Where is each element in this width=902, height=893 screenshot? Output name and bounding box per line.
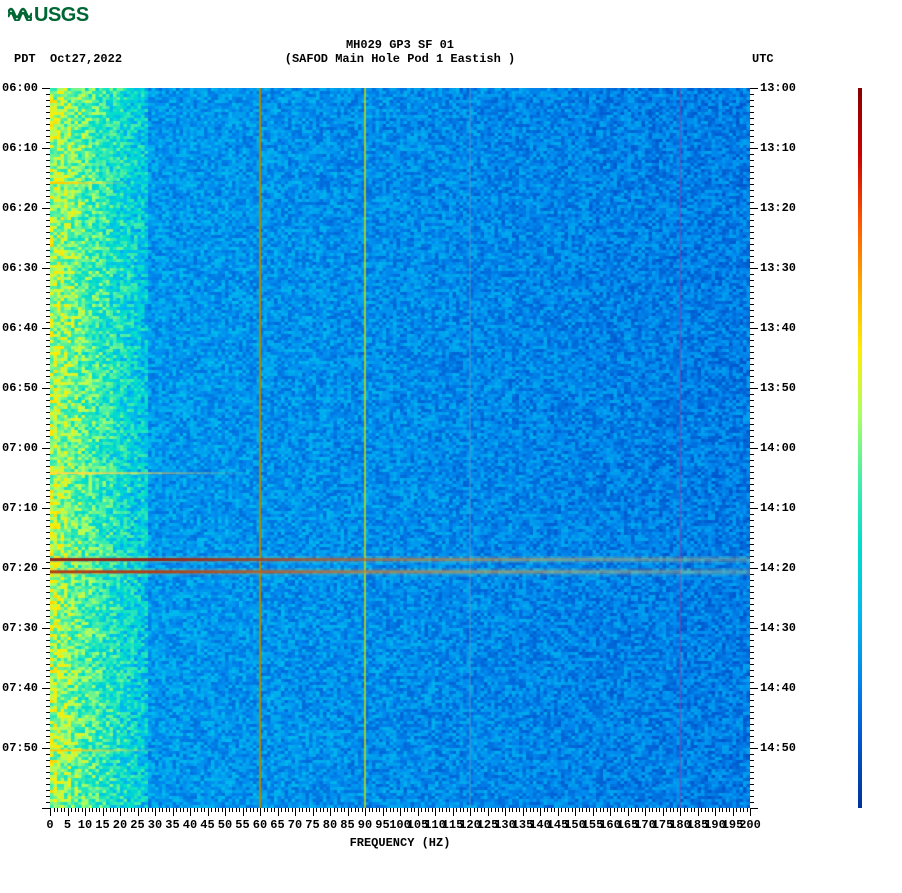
- logo-text: USGS: [34, 4, 89, 26]
- ytick-right: 13:20: [760, 202, 796, 214]
- header-left: PDT Oct27,2022: [14, 52, 122, 66]
- ytick-left: 07:20: [2, 562, 38, 574]
- xtick: 75: [305, 818, 319, 832]
- ytick-right: 14:20: [760, 562, 796, 574]
- ytick-left: 06:30: [2, 262, 38, 274]
- ytick-left: 06:10: [2, 142, 38, 154]
- ytick-right: 13:30: [760, 262, 796, 274]
- ytick-right: 13:00: [760, 82, 796, 94]
- ytick-left: 07:50: [2, 742, 38, 754]
- spectrogram-canvas: [50, 88, 750, 808]
- usgs-logo: USGS: [8, 4, 89, 27]
- header-date: Oct27,2022: [50, 52, 122, 66]
- xtick: 85: [340, 818, 354, 832]
- ytick-left: 07:10: [2, 502, 38, 514]
- xtick: 55: [235, 818, 249, 832]
- ytick-right: 13:50: [760, 382, 796, 394]
- ytick-left: 07:00: [2, 442, 38, 454]
- ytick-right: 14:50: [760, 742, 796, 754]
- left-tz: PDT: [14, 52, 36, 66]
- xtick: 15: [95, 818, 109, 832]
- ytick-left: 07:40: [2, 682, 38, 694]
- usgs-wave-icon: [8, 4, 32, 27]
- xtick: 80: [323, 818, 337, 832]
- xtick: 95: [375, 818, 389, 832]
- xtick: 35: [165, 818, 179, 832]
- xtick: 45: [200, 818, 214, 832]
- xtick: 200: [739, 818, 761, 832]
- colorbar: [858, 88, 862, 808]
- ytick-left: 06:20: [2, 202, 38, 214]
- xtick: 25: [130, 818, 144, 832]
- header-right: UTC: [752, 52, 774, 66]
- title-line-1: MH029 GP3 SF 01: [0, 38, 800, 52]
- xtick: 30: [148, 818, 162, 832]
- x-axis-title: FREQUENCY (HZ): [50, 836, 750, 850]
- ytick-left: 06:00: [2, 82, 38, 94]
- ytick-left: 06:50: [2, 382, 38, 394]
- xtick: 50: [218, 818, 232, 832]
- xtick: 0: [46, 818, 53, 832]
- xtick: 70: [288, 818, 302, 832]
- spectrogram-plot: [50, 88, 750, 808]
- xtick: 10: [78, 818, 92, 832]
- xtick: 20: [113, 818, 127, 832]
- xtick: 90: [358, 818, 372, 832]
- xtick: 40: [183, 818, 197, 832]
- right-tz: UTC: [752, 52, 774, 66]
- xtick: 60: [253, 818, 267, 832]
- ytick-right: 14:10: [760, 502, 796, 514]
- ytick-right: 14:00: [760, 442, 796, 454]
- ytick-right: 14:40: [760, 682, 796, 694]
- xtick: 5: [64, 818, 71, 832]
- ytick-right: 13:40: [760, 322, 796, 334]
- ytick-right: 14:30: [760, 622, 796, 634]
- ytick-left: 06:40: [2, 322, 38, 334]
- ytick-left: 07:30: [2, 622, 38, 634]
- xtick: 65: [270, 818, 284, 832]
- ytick-right: 13:10: [760, 142, 796, 154]
